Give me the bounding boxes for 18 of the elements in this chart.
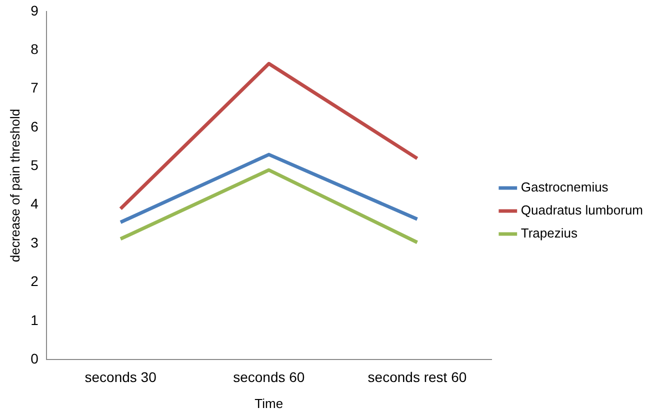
y-tick-label: 9	[30, 2, 39, 18]
y-tick-label: 6	[30, 118, 39, 134]
y-tick-label: 2	[30, 273, 39, 290]
legend-label: Gastrocnemius	[520, 180, 609, 195]
x-tick-label: seconds 30	[84, 368, 157, 385]
x-tick-label: seconds rest 60	[368, 368, 467, 385]
legend-label: Trapezius	[520, 226, 578, 241]
y-axis-title: decrease of pain threshold	[7, 108, 22, 262]
y-tick-label: 0	[30, 350, 39, 366]
x-axis-title: Time	[254, 396, 284, 411]
y-tick-label: 4	[30, 196, 39, 212]
y-tick-label: 5	[30, 157, 39, 174]
y-tick-label: 1	[30, 312, 39, 328]
y-tick-label: 8	[30, 40, 39, 57]
legend-label: Quadratus lumborum	[520, 202, 644, 218]
x-tick-label: seconds 60	[233, 368, 305, 385]
y-tick-label: 7	[30, 80, 39, 96]
y-tick-label: 3	[30, 234, 39, 250]
